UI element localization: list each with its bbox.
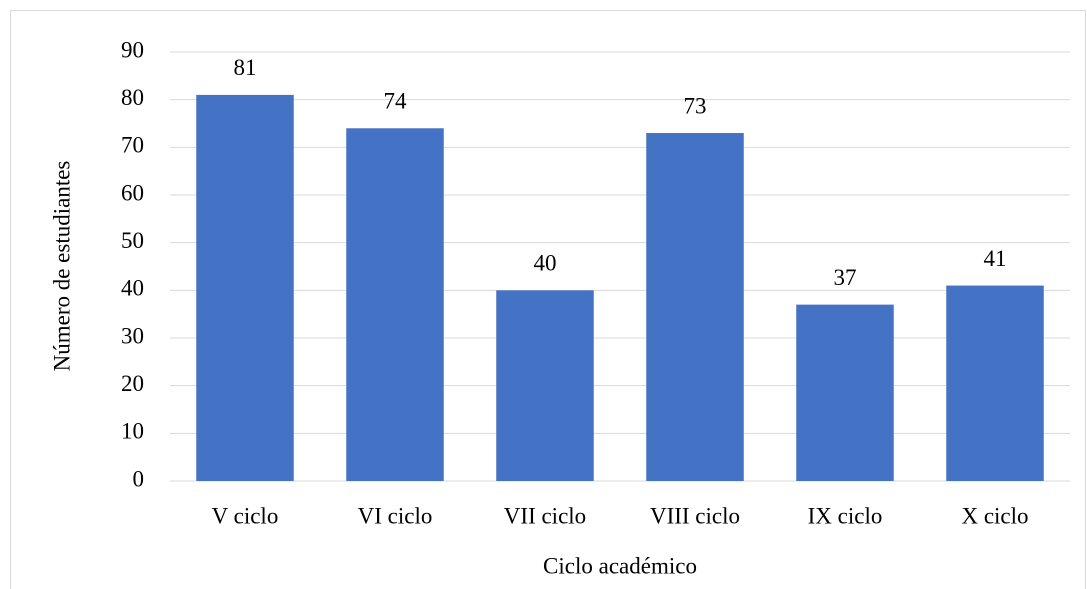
y-tick-label: 90: [121, 37, 144, 62]
y-tick-label: 40: [121, 276, 144, 301]
bar: [346, 128, 444, 481]
data-label: 74: [384, 89, 408, 114]
y-tick-label: 60: [121, 180, 144, 205]
bar: [196, 94, 294, 482]
x-tick-label: IX ciclo: [808, 503, 883, 528]
data-label: 37: [834, 265, 857, 290]
data-label: 40: [534, 251, 557, 276]
y-tick-label: 10: [121, 419, 144, 444]
bar: [496, 290, 594, 481]
x-tick-label: X ciclo: [961, 503, 1028, 528]
bar: [796, 304, 894, 481]
x-axis-title: Ciclo académico: [543, 553, 697, 578]
x-tick-label: V ciclo: [212, 503, 279, 528]
y-axis-title: Número de estudiantes: [49, 161, 74, 372]
x-tick-label: VI ciclo: [358, 503, 433, 528]
y-tick-label: 70: [121, 133, 144, 158]
y-tick-label: 50: [121, 228, 144, 253]
y-tick-label: 30: [121, 323, 144, 348]
y-tick-label: 0: [133, 466, 145, 491]
y-tick-label: 20: [121, 371, 144, 396]
bar: [946, 285, 1044, 481]
data-label: 81: [234, 55, 257, 80]
x-tick-label: VIII ciclo: [650, 503, 740, 528]
chart-border: [10, 10, 1086, 589]
data-label: 73: [684, 93, 707, 118]
y-tick-label: 80: [121, 85, 144, 110]
x-tick-label: VII ciclo: [504, 503, 586, 528]
bar: [646, 133, 744, 482]
data-label: 41: [984, 246, 1007, 271]
